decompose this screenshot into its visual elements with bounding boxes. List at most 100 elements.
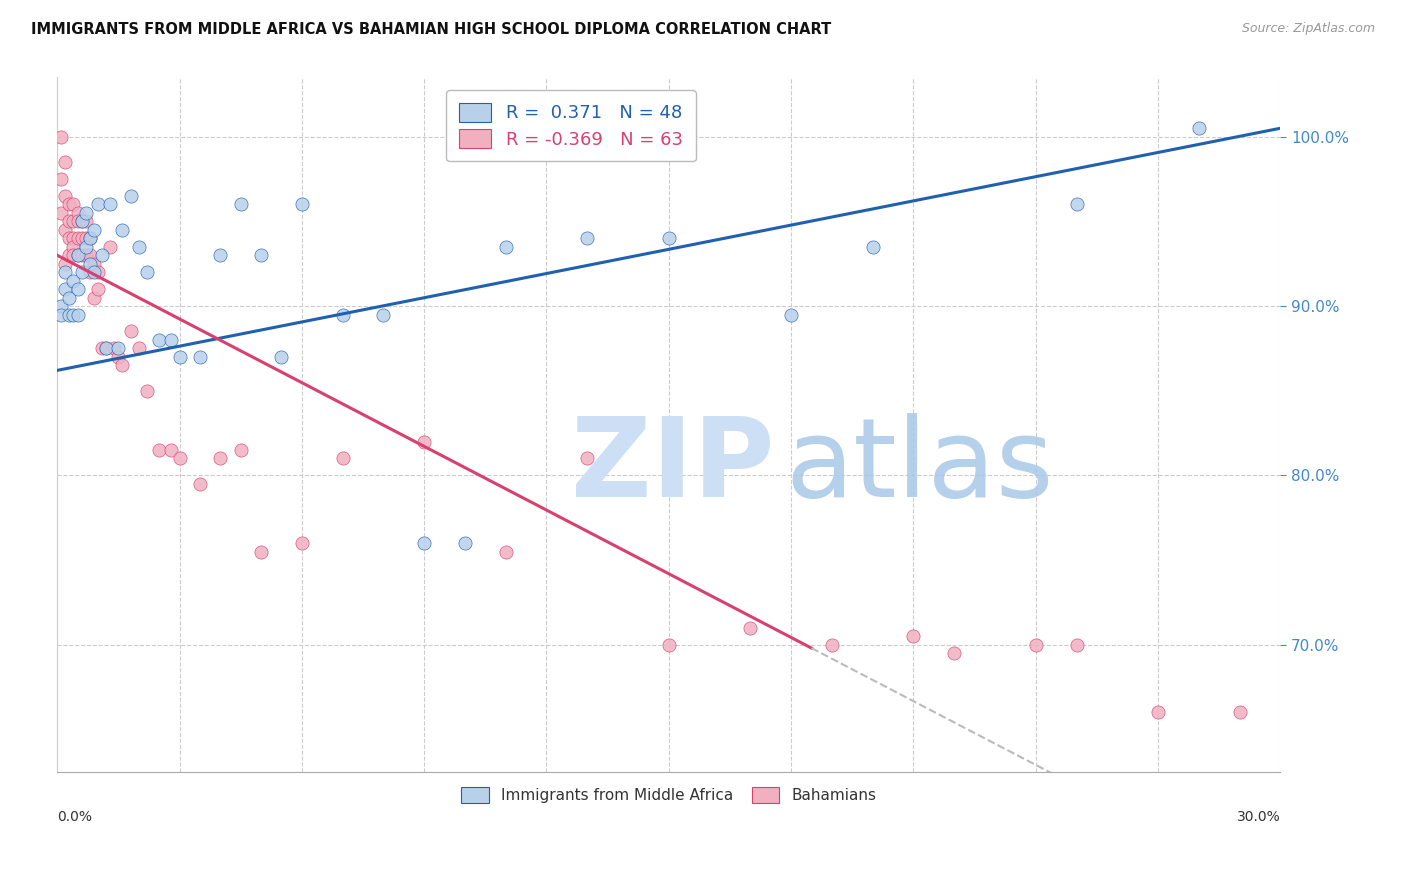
Point	[62, 240, 84, 254]
Point	[107, 342, 129, 356]
Legend: Immigrants from Middle Africa, Bahamians: Immigrants from Middle Africa, Bahamians	[453, 778, 886, 813]
Point	[169, 451, 191, 466]
Point	[58, 248, 80, 262]
Point	[229, 442, 252, 457]
Point	[454, 536, 477, 550]
Point	[943, 646, 966, 660]
Point	[148, 442, 170, 457]
Point	[53, 282, 76, 296]
Point	[62, 274, 84, 288]
Point	[98, 197, 121, 211]
Point	[66, 248, 89, 262]
Point	[94, 342, 117, 356]
Point	[188, 476, 211, 491]
Point	[780, 308, 803, 322]
Text: 0.0%: 0.0%	[58, 810, 93, 824]
Point	[250, 544, 273, 558]
Point	[270, 350, 292, 364]
Point	[495, 240, 517, 254]
Point	[413, 434, 436, 449]
Text: IMMIGRANTS FROM MIDDLE AFRICA VS BAHAMIAN HIGH SCHOOL DIPLOMA CORRELATION CHART: IMMIGRANTS FROM MIDDLE AFRICA VS BAHAMIA…	[31, 22, 831, 37]
Point	[53, 155, 76, 169]
Point	[413, 536, 436, 550]
Point	[62, 231, 84, 245]
Point	[135, 265, 157, 279]
Point	[58, 308, 80, 322]
Point	[51, 206, 73, 220]
Point	[58, 197, 80, 211]
Point	[120, 189, 142, 203]
Point	[62, 197, 84, 211]
Point	[66, 308, 89, 322]
Point	[51, 308, 73, 322]
Point	[53, 189, 76, 203]
Point	[66, 206, 89, 220]
Point	[658, 231, 681, 245]
Point	[120, 325, 142, 339]
Point	[75, 240, 97, 254]
Point	[1066, 197, 1088, 211]
Point	[66, 248, 89, 262]
Point	[75, 248, 97, 262]
Point	[332, 451, 354, 466]
Point	[70, 265, 93, 279]
Point	[94, 342, 117, 356]
Point	[58, 214, 80, 228]
Point	[83, 223, 105, 237]
Point	[87, 197, 110, 211]
Point	[66, 282, 89, 296]
Point	[75, 214, 97, 228]
Point	[83, 257, 105, 271]
Point	[169, 350, 191, 364]
Point	[495, 544, 517, 558]
Point	[62, 214, 84, 228]
Point	[79, 265, 101, 279]
Point	[53, 257, 76, 271]
Point	[70, 214, 93, 228]
Point	[1066, 638, 1088, 652]
Point	[903, 629, 925, 643]
Point	[209, 248, 232, 262]
Point	[576, 231, 599, 245]
Point	[79, 248, 101, 262]
Point	[62, 248, 84, 262]
Point	[107, 350, 129, 364]
Point	[1147, 706, 1170, 720]
Point	[79, 231, 101, 245]
Point	[128, 240, 150, 254]
Point	[148, 333, 170, 347]
Point	[209, 451, 232, 466]
Point	[53, 223, 76, 237]
Point	[58, 291, 80, 305]
Point	[862, 240, 884, 254]
Point	[83, 291, 105, 305]
Point	[79, 231, 101, 245]
Point	[291, 536, 314, 550]
Point	[51, 129, 73, 144]
Point	[70, 214, 93, 228]
Point	[188, 350, 211, 364]
Point	[1188, 121, 1211, 136]
Point	[70, 248, 93, 262]
Point	[135, 384, 157, 398]
Point	[91, 248, 114, 262]
Point	[53, 265, 76, 279]
Point	[87, 265, 110, 279]
Point	[51, 172, 73, 186]
Point	[62, 308, 84, 322]
Point	[75, 231, 97, 245]
Point	[70, 231, 93, 245]
Point	[128, 342, 150, 356]
Point	[576, 451, 599, 466]
Point	[58, 231, 80, 245]
Point	[291, 197, 314, 211]
Point	[160, 442, 183, 457]
Point	[658, 638, 681, 652]
Point	[111, 223, 134, 237]
Point	[250, 248, 273, 262]
Point	[91, 342, 114, 356]
Text: 30.0%: 30.0%	[1237, 810, 1281, 824]
Text: Source: ZipAtlas.com: Source: ZipAtlas.com	[1241, 22, 1375, 36]
Point	[66, 214, 89, 228]
Point	[1025, 638, 1047, 652]
